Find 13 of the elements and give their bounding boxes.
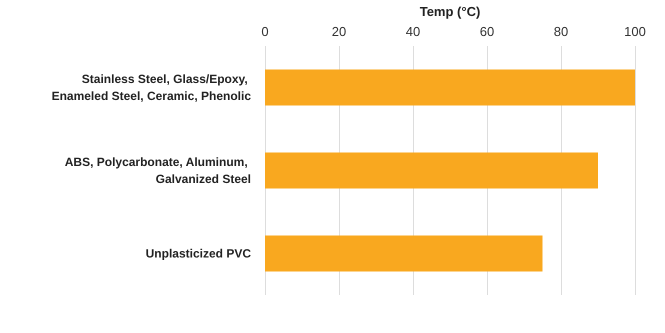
x-tick-label: 40 (406, 24, 420, 39)
x-axis-title: Temp (°C) (420, 4, 480, 19)
x-tick-label: 80 (554, 24, 568, 39)
y-tick-label: Stainless Steel, Glass/Epoxy, Enameled Steel, Ceramic, Phenolic (52, 72, 252, 103)
x-tick-label: 60 (480, 24, 494, 39)
y-tick-label: Unplasticized PVC (146, 246, 252, 260)
x-tick-label: 20 (332, 24, 346, 39)
bar (265, 152, 598, 188)
x-tick-label: 100 (624, 24, 646, 39)
y-tick-label: ABS, Polycarbonate, Aluminum, Galvanized Steel (64, 155, 251, 186)
bar (265, 70, 635, 106)
x-tick-label: 0 (261, 24, 269, 39)
bar (265, 236, 542, 272)
